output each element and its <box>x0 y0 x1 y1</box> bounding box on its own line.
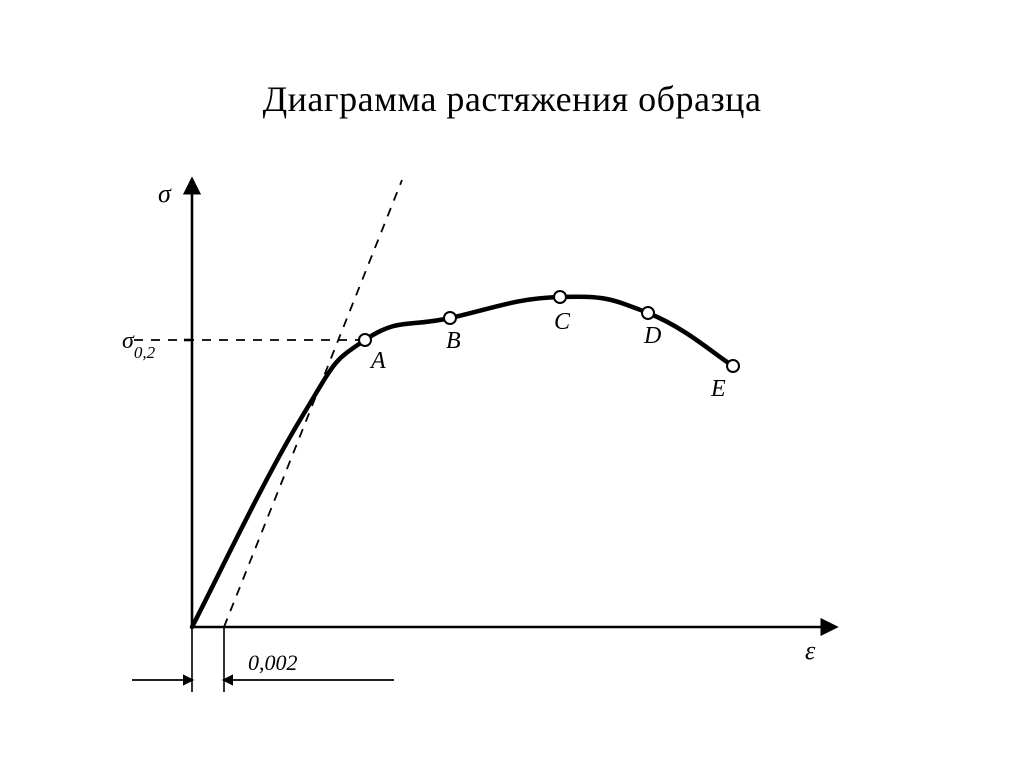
curve-point-c <box>554 291 566 303</box>
x-axis-label: ε <box>805 636 816 665</box>
y-axis-label: σ <box>158 179 172 208</box>
strain-offset-value: 0,002 <box>248 650 298 675</box>
curve-point-e <box>727 360 739 372</box>
point-label-b: B <box>446 328 461 354</box>
curve-point-a <box>359 334 371 346</box>
curve-point-d <box>642 307 654 319</box>
stress-strain-diagram: A B C D Eσ ε σ0,2 0,002 <box>0 0 1024 767</box>
point-label-d: D <box>643 323 661 349</box>
point-label-e: E <box>710 376 726 402</box>
offset-dashed-line <box>224 180 402 627</box>
page: Диаграмма растяжения образца ABCDEσεσ0,2… <box>0 0 1024 767</box>
point-label-c: C <box>554 309 571 335</box>
sigma02-label: σ0,2 <box>122 328 156 362</box>
point-label-a: A <box>369 348 386 374</box>
curve-point-b <box>444 312 456 324</box>
